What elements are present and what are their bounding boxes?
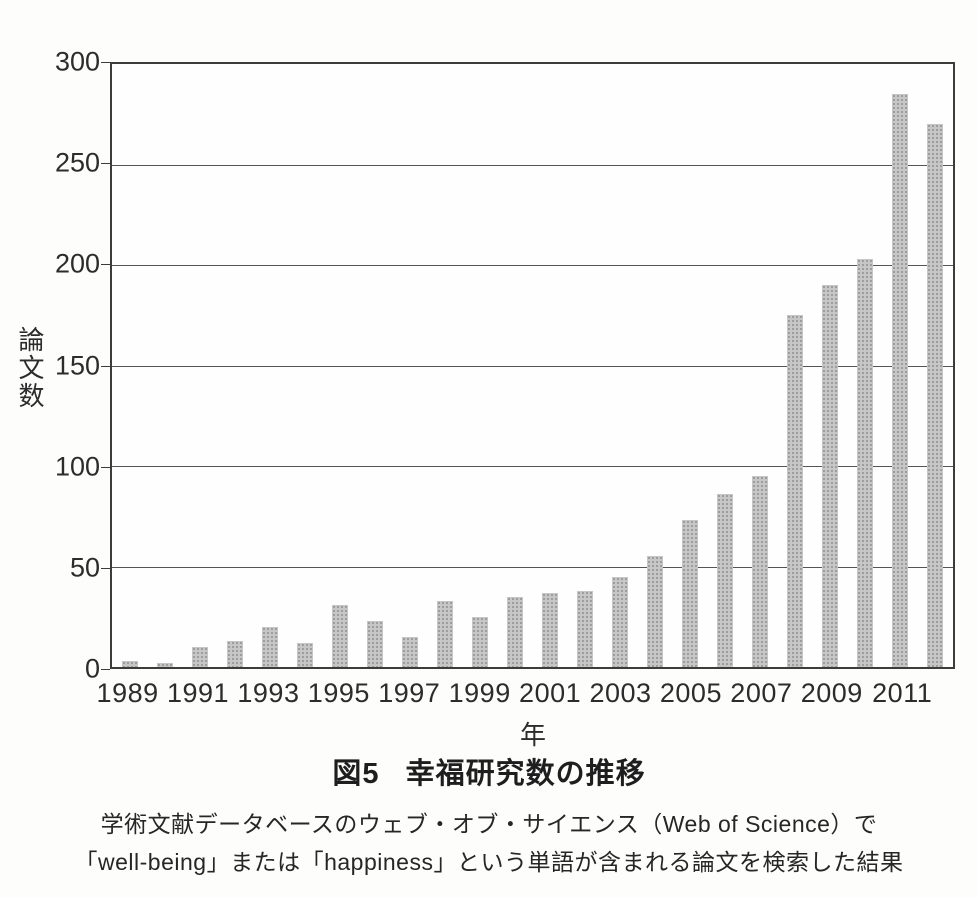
bar-1999 (471, 616, 488, 667)
y-tick-mark-150 (101, 365, 110, 367)
x-tick-label-2001: 2001 (519, 678, 582, 708)
y-tick-mark-50 (101, 567, 110, 569)
bar-1997 (401, 636, 418, 667)
bar-2012 (927, 124, 944, 667)
figure-title-text: 幸福研究数の推移 (405, 758, 646, 790)
bar-2003 (612, 576, 629, 667)
bar-2005 (682, 520, 699, 667)
y-tick-mark-300 (101, 62, 110, 63)
y-tick-label-50: 50 (69, 552, 100, 583)
y-tick-mark-250 (101, 163, 110, 165)
x-tick-label-1999: 1999 (448, 678, 511, 708)
bar-2009 (822, 285, 839, 667)
bar-1991 (191, 646, 208, 667)
bar-1993 (261, 626, 278, 667)
bar-1990 (156, 662, 173, 667)
figure-number: 図5 (332, 758, 380, 790)
bar-1989 (121, 660, 138, 667)
y-tick-label-0: 0 (84, 653, 100, 684)
x-tick-label-1993: 1993 (237, 678, 300, 708)
y-axis-title: 論文数 (15, 326, 45, 410)
bar-1995 (331, 604, 348, 667)
y-tick-label-300: 300 (54, 46, 100, 77)
bar-1994 (296, 642, 313, 667)
gridline-50 (112, 566, 953, 568)
bar-2007 (752, 476, 769, 667)
bar-1996 (366, 620, 383, 667)
figure-caption-line2: 「well-being」または「happiness」という単語が含まれる論文を検… (74, 849, 904, 875)
y-tick-mark-0 (101, 669, 110, 670)
x-tick-label-2005: 2005 (659, 678, 722, 708)
x-tick-label-2007: 2007 (730, 678, 793, 708)
y-tick-label-250: 250 (54, 147, 100, 178)
x-tick-label-2003: 2003 (589, 678, 652, 708)
bar-1998 (436, 600, 453, 667)
y-tick-mark-100 (101, 466, 110, 468)
x-tick-label-1991: 1991 (166, 678, 230, 708)
x-tick-label-1995: 1995 (307, 678, 370, 708)
x-axis-title: 年 (519, 720, 547, 750)
bar-2001 (542, 592, 559, 667)
bar-2011 (892, 94, 909, 667)
bar-1992 (226, 640, 243, 667)
figure-title: 図5 幸福研究数の推移 (0, 750, 978, 792)
bar-2008 (787, 315, 804, 667)
y-tick-label-200: 200 (54, 248, 100, 279)
bar-2000 (506, 596, 523, 667)
y-tick-label-150: 150 (54, 350, 100, 380)
figure-caption-line1: 学術文献データベースのウェブ・オブ・サイエンス（Web of Science）で (100, 811, 878, 837)
bar-2002 (577, 590, 594, 667)
gridline-150 (112, 365, 953, 367)
x-tick-label-2011: 2011 (872, 678, 933, 708)
bar-2010 (857, 258, 874, 667)
gridline-250 (112, 164, 953, 166)
gridline-200 (112, 265, 953, 266)
bar-2006 (717, 494, 734, 667)
x-tick-label-1989: 1989 (96, 678, 159, 708)
x-tick-label-2009: 2009 (800, 678, 863, 708)
x-tick-label-1997: 1997 (378, 678, 441, 708)
bar-2004 (647, 556, 664, 667)
plot-area (110, 62, 955, 669)
gridline-100 (112, 466, 953, 467)
y-tick-mark-200 (101, 264, 110, 266)
y-tick-label-100: 100 (54, 451, 100, 482)
